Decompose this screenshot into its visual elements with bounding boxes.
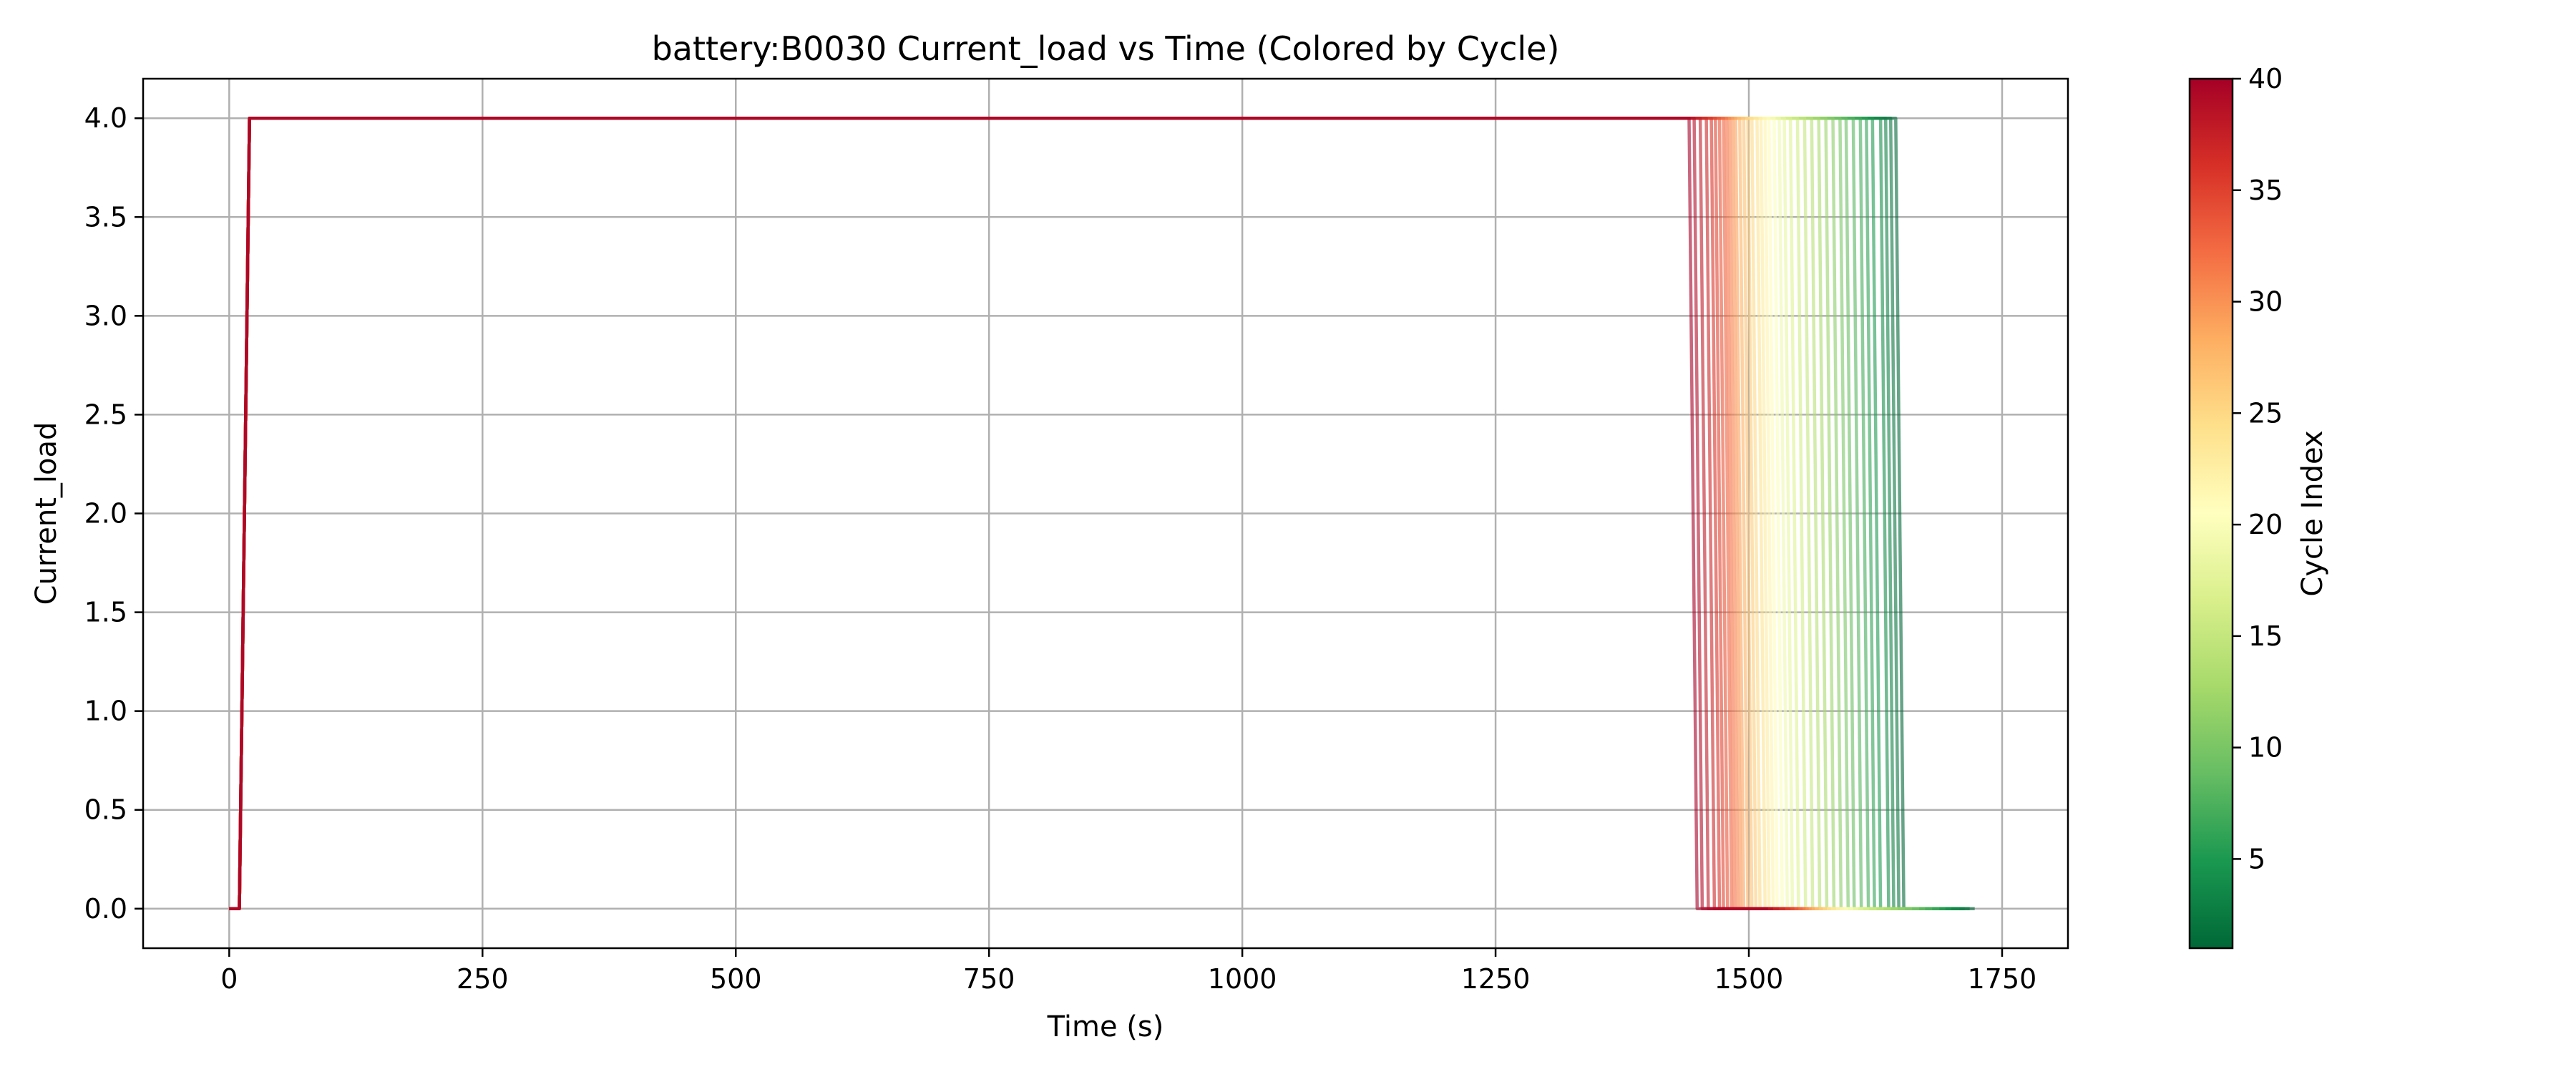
colorbar-tick-label: 30: [2248, 286, 2283, 318]
colorbar-tick-label: 5: [2248, 843, 2265, 874]
x-tick-label: 250: [457, 963, 509, 995]
y-tick-label: 4.0: [84, 102, 127, 134]
colorbar-tick-label: 40: [2248, 63, 2283, 94]
x-tick-label: 1500: [1714, 963, 1784, 995]
chart-title: battery:B0030 Current_load vs Time (Colo…: [652, 29, 1560, 68]
x-tick-label: 750: [963, 963, 1015, 995]
colorbar-tick-label: 15: [2248, 620, 2283, 652]
y-tick-label: 1.0: [84, 696, 127, 727]
series-line-cycle-40: [229, 116, 1768, 911]
x-tick-label: 0: [220, 963, 238, 995]
y-tick-label: 2.0: [84, 498, 127, 530]
colorbar-tick-label: 35: [2248, 175, 2283, 206]
colorbar-tick-label: 25: [2248, 397, 2283, 429]
x-tick-label: 1750: [1968, 963, 2037, 995]
y-tick-label: 0.0: [84, 893, 127, 925]
y-tick-label: 2.5: [84, 399, 127, 430]
y-tick-label: 1.5: [84, 597, 127, 628]
x-tick-label: 1250: [1461, 963, 1531, 995]
colorbar: [2188, 77, 2234, 950]
series-lines: [229, 116, 1975, 911]
y-axis-ticks: 0.0 0.5 1.0 1.5 2.0 2.5 3.0 3.5 4.0: [84, 102, 143, 925]
y-axis-label: Current_load: [30, 422, 63, 605]
x-tick-label: 1000: [1208, 963, 1277, 995]
colorbar-tick-label: 20: [2248, 509, 2283, 540]
x-axis-label: Time (s): [1047, 1010, 1164, 1043]
colorbar-tick-label: 10: [2248, 732, 2283, 764]
colorbar-label: Cycle Index: [2296, 430, 2329, 596]
y-tick-label: 3.0: [84, 300, 127, 331]
y-tick-label: 3.5: [84, 201, 127, 233]
x-axis-ticks: 0 250 500 750 1000 1250 1500 1750: [220, 948, 2036, 995]
colorbar-ticks: 5 10 15 20 25 30 35 40: [2233, 63, 2283, 874]
y-tick-label: 0.5: [84, 794, 127, 826]
x-tick-label: 500: [710, 963, 762, 995]
